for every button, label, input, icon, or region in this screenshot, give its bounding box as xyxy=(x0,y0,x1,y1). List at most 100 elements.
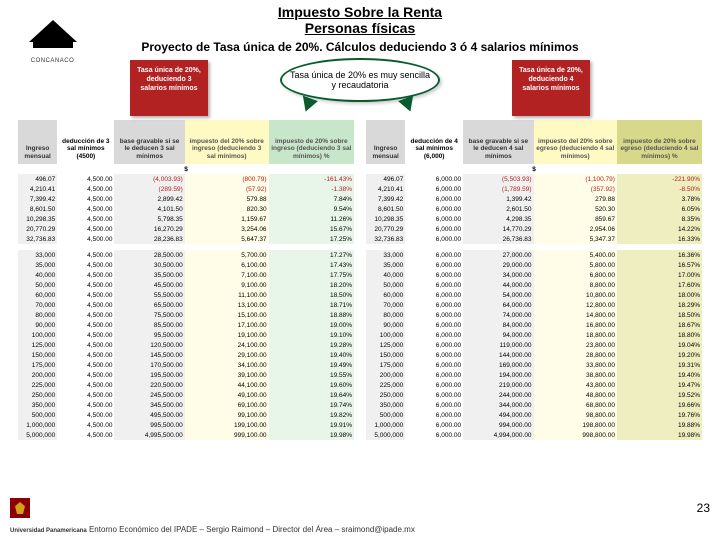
table-cell: 4,500.00 xyxy=(57,174,114,184)
table-cell: 11.26% xyxy=(269,214,354,224)
table-cell: 39,100.00 xyxy=(185,370,269,380)
table-cell: -161.43% xyxy=(269,174,354,184)
table-cell: 19.20% xyxy=(617,350,702,360)
footer-institution: Universidad Panamericana xyxy=(10,528,87,534)
table-cell: 496.07 xyxy=(18,174,57,184)
table-cell: 6,000.00 xyxy=(405,310,463,320)
table-cell: 6,100.00 xyxy=(185,260,269,270)
table-cell: 199,100.00 xyxy=(185,420,269,430)
table-cell: 4,500.00 xyxy=(57,214,114,224)
table-cell: 6,000.00 xyxy=(405,420,463,430)
table-cell: 4,500.00 xyxy=(57,400,114,410)
table-cell: 4,500.00 xyxy=(57,204,114,214)
th-l-3: impuesto del 20% sobre ingreso (deducien… xyxy=(185,120,269,164)
table-cell: 19.40% xyxy=(617,370,702,380)
table-cell: 998,800.00 xyxy=(534,430,617,440)
table-cell: 6,000.00 xyxy=(405,430,463,440)
table-cell: 1,000,000 xyxy=(366,420,405,430)
table-cell: 18.50% xyxy=(617,310,702,320)
table-cell: 5,347.37 xyxy=(534,234,617,244)
table-cell: 6,000.00 xyxy=(405,340,463,350)
table-row: 225,0004,500.00220,500.0044,100.0019.60% xyxy=(18,380,354,390)
table-cell: 34,000.00 xyxy=(463,270,533,280)
table-cell: 494,000.00 xyxy=(463,410,533,420)
table-row: 70,0004,500.0065,500.0013,100.0018.71% xyxy=(18,300,354,310)
table-cell: 19.74% xyxy=(269,400,354,410)
table-cell: 18.29% xyxy=(617,300,702,310)
table-cell: 18.50% xyxy=(269,290,354,300)
table-cell: 19.00% xyxy=(269,320,354,330)
table-cell: 80,000 xyxy=(366,310,405,320)
table-cell: 495,500.00 xyxy=(114,410,184,420)
table-cell: 10,298.35 xyxy=(366,214,405,224)
table-cell: 6,000.00 xyxy=(405,350,463,360)
table-cell: 4,101.50 xyxy=(114,204,184,214)
table-cell: 65,500.00 xyxy=(114,300,184,310)
table-row: 250,0006,000.00244,000.0048,800.0019.52% xyxy=(366,390,702,400)
table-cell: 27,000.00 xyxy=(463,250,533,260)
table-cell: 4,500.00 xyxy=(57,390,114,400)
table-cell: 45,500.00 xyxy=(114,280,184,290)
table-cell: 29,000.00 xyxy=(463,260,533,270)
table-cell: 9.54% xyxy=(269,204,354,214)
table-cell: 820.30 xyxy=(185,204,269,214)
th-r-4: impuesto de 20% sobre egreso (deduciendo… xyxy=(617,120,702,164)
table-cell: 75,500.00 xyxy=(114,310,184,320)
table-cell: 4,500.00 xyxy=(57,224,114,234)
table-cell: 19.49% xyxy=(269,360,354,370)
title-line-1: Impuesto Sobre la Renta xyxy=(0,4,720,20)
table-row: 80,0006,000.0074,000.0014,800.0018.50% xyxy=(366,310,702,320)
table-cell: 18.80% xyxy=(617,330,702,340)
table-cell: 100,000 xyxy=(18,330,57,340)
table-cell: 19.82% xyxy=(269,410,354,420)
table-cell: 4,500.00 xyxy=(57,270,114,280)
table-cell: 175,000 xyxy=(18,360,57,370)
table-cell: 7.84% xyxy=(269,194,354,204)
table-row: 5,000,0004,500.004,995,500.00999,100.001… xyxy=(18,430,354,440)
table-cell: 40,000 xyxy=(18,270,57,280)
table-cell: 19.55% xyxy=(269,370,354,380)
table-cell: 19.98% xyxy=(269,430,354,440)
th-l-1: deducción de 3 sal mínimos (4500) xyxy=(57,120,114,164)
table-cell: 5,800.00 xyxy=(534,260,617,270)
table-cell: 4,994,000.00 xyxy=(463,430,533,440)
table-cell: 7,399.42 xyxy=(366,194,405,204)
table-cell: 10,298.35 xyxy=(18,214,57,224)
table-cell: 145,500.00 xyxy=(114,350,184,360)
table-cell: 4,500.00 xyxy=(57,430,114,440)
table-cell: 350,000 xyxy=(18,400,57,410)
table-row: 4,210.414,500.00(289.59)(57.92)-1.38% xyxy=(18,184,354,194)
table-cell: 219,000.00 xyxy=(463,380,533,390)
table-row: 20,770.296,000.0014,770.292,954.0614.22% xyxy=(366,224,702,234)
table-cell: 43,800.00 xyxy=(534,380,617,390)
th-l-0: Ingreso mensual xyxy=(18,120,57,164)
table-cell: 19.31% xyxy=(617,360,702,370)
table-cell: 20,770.29 xyxy=(366,224,405,234)
table-cell: 500,000 xyxy=(18,410,57,420)
table-cell: 1,000,000 xyxy=(18,420,57,430)
table-cell: 200,000 xyxy=(366,370,405,380)
table-cell: 90,000 xyxy=(366,320,405,330)
table-row: 125,0004,500.00120,500.0024,100.0019.28% xyxy=(18,340,354,350)
table-cell: 169,000.00 xyxy=(463,360,533,370)
table-cell: 17.00% xyxy=(617,270,702,280)
table-cell: 20,770.29 xyxy=(18,224,57,234)
table-cell: 200,000 xyxy=(18,370,57,380)
tbody-right: $496.076,000.00(5,503.93)(1,100.79)-221.… xyxy=(366,164,702,440)
table-cell: 19.64% xyxy=(269,390,354,400)
table-row: 250,0004,500.00245,500.0049,100.0019.64% xyxy=(18,390,354,400)
table-cell: 6,000.00 xyxy=(405,360,463,370)
table-row: 1,000,0004,500.00995,500.00199,100.0019.… xyxy=(18,420,354,430)
table-cell: 6,000.00 xyxy=(405,280,463,290)
table-cell: 17.60% xyxy=(617,280,702,290)
table-cell: 28,236.83 xyxy=(114,234,184,244)
table-cell: 6.05% xyxy=(617,204,702,214)
table-cell: 30,500.00 xyxy=(114,260,184,270)
table-cell: 8.35% xyxy=(617,214,702,224)
table-cell: 119,000.00 xyxy=(463,340,533,350)
table-cell: 60,000 xyxy=(366,290,405,300)
table-cell: 90,000 xyxy=(18,320,57,330)
table-cell: 17.25% xyxy=(269,234,354,244)
table-cell: (57.92) xyxy=(185,184,269,194)
table-cell: 6,000.00 xyxy=(405,184,463,194)
